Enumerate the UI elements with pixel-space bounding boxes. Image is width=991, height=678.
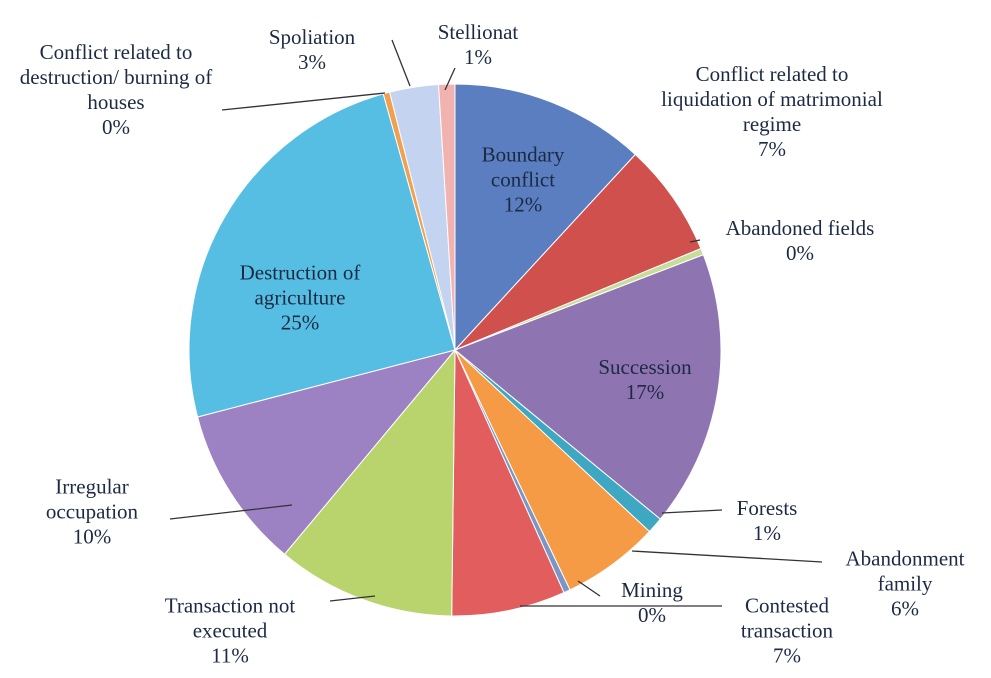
- slice-label: Conflict related to liquidation of matri…: [657, 62, 887, 162]
- value-label: 17%: [625, 380, 665, 404]
- category-name: Boundary conflict: [481, 142, 565, 192]
- slice-label: Contested transaction 7%: [717, 594, 857, 669]
- pie-slice: [196, 349, 457, 555]
- category-name: Abandoned fields: [725, 216, 875, 240]
- leader-line: [689, 239, 701, 243]
- category-name: Destruction of agriculture: [239, 260, 361, 310]
- value-label: 1%: [464, 45, 492, 69]
- category-name: Abandonment family: [845, 546, 965, 596]
- category-name: Conflict related to destruction/ burning…: [19, 40, 213, 114]
- leader-line: [577, 580, 601, 597]
- pie-slice: [283, 348, 456, 617]
- pie-slice: [454, 153, 702, 351]
- leader-line: [444, 67, 456, 91]
- category-name: Succession: [598, 355, 692, 379]
- pie-slice: [454, 254, 722, 520]
- category-name: Transaction not executed: [164, 593, 296, 643]
- category-name: Spoliation: [268, 25, 356, 49]
- slice-label: Destruction of agriculture 25%: [200, 261, 400, 336]
- slice-label: Stellionat 1%: [423, 20, 533, 70]
- value-label: 12%: [503, 192, 543, 217]
- category-name: Mining: [621, 578, 683, 602]
- leader-line: [391, 39, 411, 87]
- value-label: 25%: [280, 310, 320, 335]
- pie-slice: [454, 83, 637, 352]
- slice-label: Boundary conflict 12%: [453, 143, 593, 218]
- leader-line: [169, 504, 293, 520]
- pie-slice: [188, 93, 456, 418]
- value-label: 1%: [753, 521, 781, 545]
- value-label: 7%: [758, 137, 786, 161]
- category-name: Forests: [736, 496, 798, 520]
- leader-line: [329, 595, 376, 602]
- value-label: 0%: [786, 241, 814, 265]
- value-label: 11%: [211, 643, 249, 668]
- value-label: 0%: [638, 603, 666, 627]
- slice-label: Abandoned fields 0%: [690, 216, 910, 266]
- slice-label: Forests 1%: [722, 496, 812, 546]
- value-label: 7%: [773, 643, 801, 668]
- leader-line: [661, 509, 723, 514]
- slice-label: Succession 17%: [565, 355, 725, 405]
- value-label: 10%: [72, 524, 112, 549]
- pie-slice: [437, 83, 456, 351]
- leader-line: [221, 92, 386, 111]
- category-name: Irregular occupation: [45, 474, 139, 524]
- category-name: Conflict related to liquidation of matri…: [661, 62, 883, 136]
- value-label: 3%: [298, 50, 326, 74]
- slice-label: Transaction not executed 11%: [130, 594, 330, 669]
- category-name: Stellionat: [437, 20, 519, 44]
- slice-label: Conflict related to destruction/ burning…: [1, 40, 231, 140]
- slice-label: Irregular occupation 10%: [17, 475, 167, 550]
- slice-label: Abandonment family 6%: [820, 547, 990, 622]
- value-label: 0%: [102, 115, 130, 139]
- slice-label: Mining 0%: [607, 578, 697, 628]
- value-label: 6%: [891, 596, 919, 621]
- pie-slice: [451, 349, 565, 617]
- leader-line: [631, 550, 823, 563]
- category-name: Contested transaction: [740, 593, 834, 643]
- slice-label: Spoliation 3%: [262, 25, 362, 75]
